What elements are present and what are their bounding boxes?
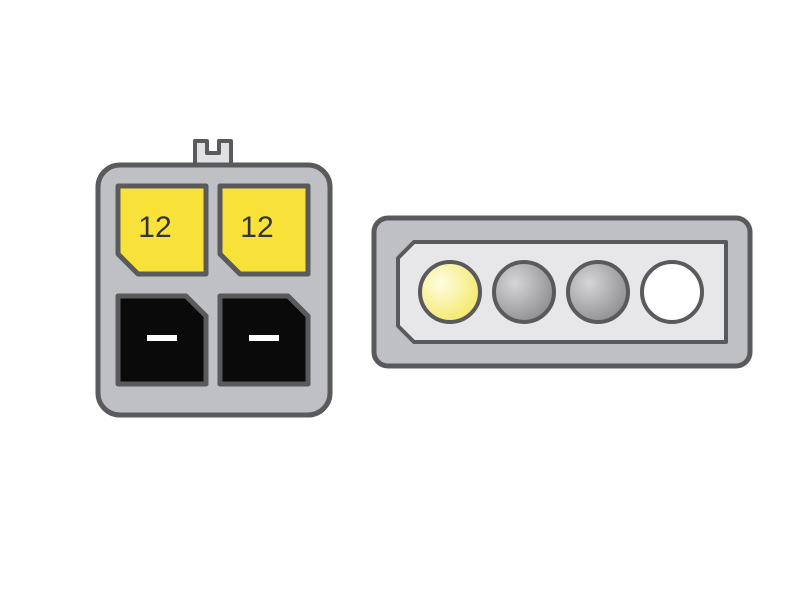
atx-4pin-connector: 12 12	[98, 141, 330, 415]
molex-pin-3	[568, 262, 628, 322]
molex-pin-2	[494, 262, 554, 322]
minus-icon	[147, 335, 177, 341]
molex-pin-4	[642, 262, 702, 322]
pin-label: 12	[240, 211, 273, 244]
pin-top-left: 12	[118, 186, 206, 274]
pin-bottom-left	[118, 296, 206, 384]
pin-bottom-right	[220, 296, 308, 384]
connector-diagram: 12 12	[0, 0, 800, 600]
diagram-stage: 12 12	[0, 0, 800, 600]
connector-latch-icon	[195, 141, 231, 165]
pin-label: 12	[138, 211, 171, 244]
minus-icon	[249, 335, 279, 341]
molex-4pin-connector	[374, 218, 750, 366]
molex-pin-1	[420, 262, 480, 322]
pin-top-right: 12	[220, 186, 308, 274]
